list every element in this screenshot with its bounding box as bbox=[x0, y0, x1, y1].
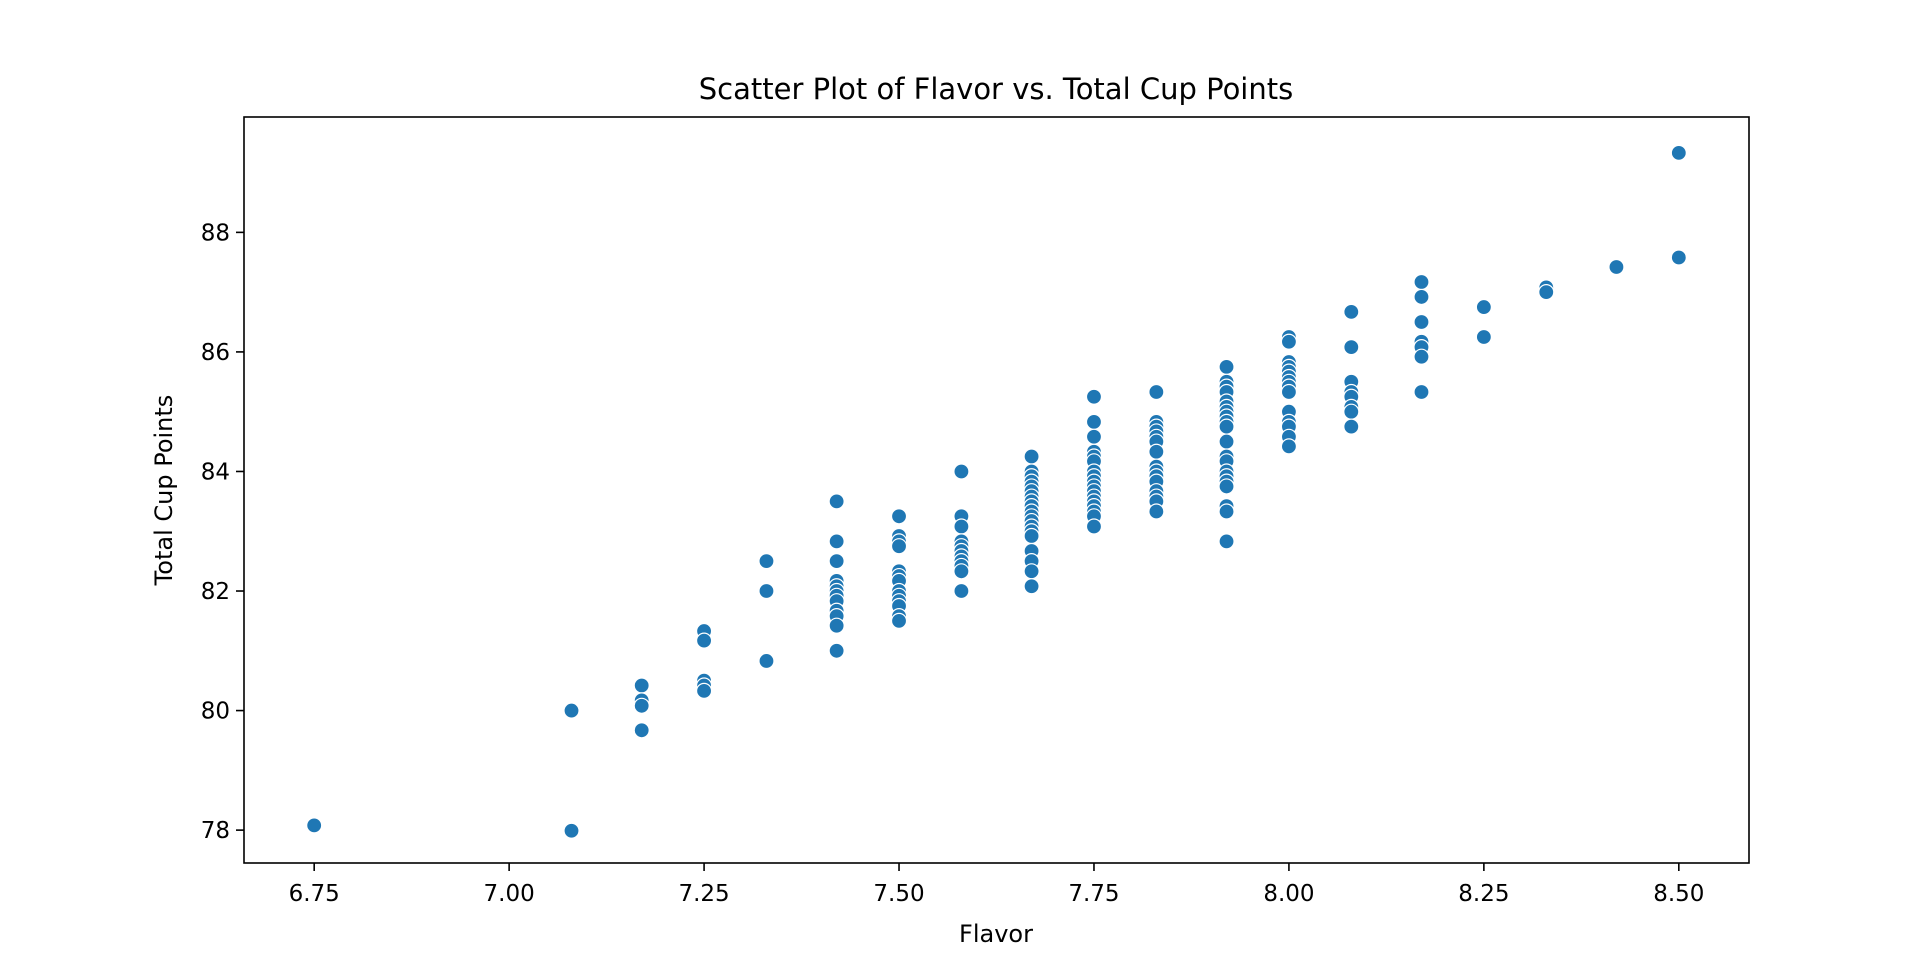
data-point bbox=[1148, 383, 1165, 401]
y-tick-label: 86 bbox=[201, 340, 230, 366]
plot-frame bbox=[243, 116, 1750, 864]
data-point bbox=[1218, 433, 1235, 450]
data-point bbox=[890, 508, 908, 525]
data-point bbox=[1538, 284, 1555, 301]
data-point bbox=[1023, 527, 1040, 545]
data-point bbox=[1413, 348, 1430, 365]
data-point bbox=[890, 612, 908, 630]
chart-title: Scatter Plot of Flavor vs. Total Cup Poi… bbox=[699, 72, 1293, 106]
data-point bbox=[633, 722, 650, 739]
x-axis-label: Flavor bbox=[959, 920, 1033, 948]
data-point bbox=[1218, 478, 1235, 495]
data-point bbox=[828, 617, 845, 634]
y-tick-label: 80 bbox=[201, 699, 230, 725]
data-point bbox=[1148, 443, 1165, 460]
data-point bbox=[828, 493, 845, 510]
x-axis: 6.75 7.00 7.25 7.50 7.75 8.00 8.25 8.50 bbox=[289, 863, 1704, 907]
data-point bbox=[1413, 288, 1430, 306]
data-point bbox=[953, 563, 970, 580]
data-point bbox=[1608, 258, 1625, 276]
data-point bbox=[563, 702, 580, 719]
data-point bbox=[828, 553, 845, 570]
data-point bbox=[1343, 418, 1360, 435]
y-tick-label: 82 bbox=[201, 579, 230, 605]
data-point bbox=[1343, 339, 1360, 356]
x-tick-label: 6.75 bbox=[289, 881, 340, 907]
data-point bbox=[1085, 413, 1103, 430]
y-tick-label: 78 bbox=[201, 818, 230, 844]
x-tick-label: 7.00 bbox=[484, 881, 535, 907]
y-axis: 78 80 82 84 86 88 bbox=[201, 220, 244, 844]
data-point bbox=[1413, 313, 1430, 331]
data-point bbox=[1023, 448, 1040, 465]
x-tick-label: 7.50 bbox=[873, 881, 924, 907]
data-point bbox=[1280, 438, 1298, 455]
data-point bbox=[695, 632, 713, 649]
x-tick-label: 8.50 bbox=[1653, 881, 1704, 907]
data-point bbox=[1218, 533, 1235, 550]
data-point bbox=[1218, 358, 1235, 375]
data-point bbox=[1023, 578, 1040, 595]
x-tick-label: 7.25 bbox=[678, 881, 729, 907]
data-point bbox=[953, 582, 970, 600]
data-point bbox=[1343, 403, 1360, 420]
data-point bbox=[828, 533, 845, 550]
x-tick-label: 8.25 bbox=[1458, 881, 1509, 907]
data-point bbox=[695, 682, 713, 699]
data-point bbox=[1343, 303, 1360, 320]
data-point bbox=[1218, 418, 1235, 435]
data-point bbox=[1085, 518, 1103, 535]
x-tick-label: 7.75 bbox=[1068, 881, 1119, 907]
data-point bbox=[1475, 298, 1492, 316]
data-point bbox=[1085, 388, 1103, 405]
data-point bbox=[633, 697, 650, 714]
data-point bbox=[1413, 273, 1430, 291]
data-point bbox=[1023, 563, 1040, 580]
y-tick-label: 88 bbox=[201, 220, 230, 246]
data-point bbox=[758, 582, 775, 600]
data-point bbox=[1670, 144, 1687, 161]
data-point bbox=[1218, 503, 1235, 520]
data-point bbox=[828, 642, 845, 659]
y-tick-label: 84 bbox=[201, 459, 230, 485]
data-point bbox=[953, 518, 970, 535]
data-point bbox=[890, 538, 908, 555]
data-point bbox=[1670, 249, 1687, 266]
plot-area bbox=[244, 117, 1749, 863]
data-point bbox=[1413, 383, 1430, 401]
data-point bbox=[563, 822, 580, 839]
data-point bbox=[758, 652, 775, 670]
data-point bbox=[1280, 383, 1298, 401]
scatter-points bbox=[306, 144, 1687, 839]
y-axis-label: Total Cup Points bbox=[150, 395, 178, 587]
x-tick-label: 8.00 bbox=[1263, 881, 1314, 907]
data-point bbox=[1280, 333, 1298, 350]
data-point bbox=[953, 463, 970, 480]
data-point bbox=[758, 553, 775, 570]
data-point bbox=[1085, 428, 1103, 445]
data-point bbox=[1475, 328, 1492, 346]
data-point bbox=[633, 677, 650, 694]
data-point bbox=[1148, 503, 1165, 520]
data-point bbox=[306, 817, 323, 834]
